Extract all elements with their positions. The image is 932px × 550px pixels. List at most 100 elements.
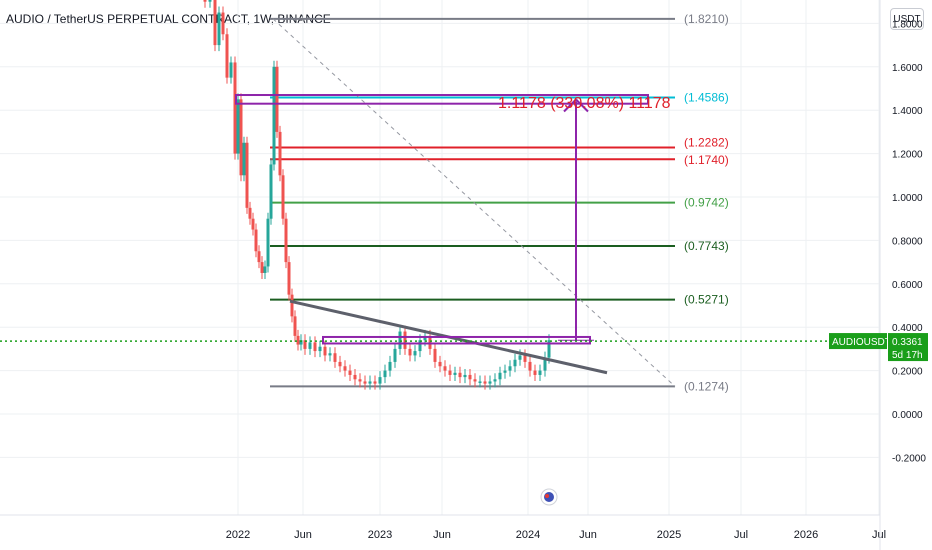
candle-body bbox=[493, 379, 497, 382]
y-tick-label: -0.2000 bbox=[892, 453, 926, 464]
candle-body bbox=[443, 366, 447, 371]
symbol-tag bbox=[829, 333, 887, 350]
candle-body bbox=[245, 142, 249, 208]
measure-arrow-head-right bbox=[575, 98, 589, 113]
candle-body bbox=[428, 335, 432, 349]
y-tick-label: 0.2000 bbox=[892, 367, 923, 378]
x-tick-label: 2025 bbox=[657, 529, 681, 541]
candle-body bbox=[203, 0, 207, 2]
candle-body bbox=[353, 374, 357, 380]
drawings: 1.1178 (330.08%) 11178 bbox=[235, 18, 676, 387]
candle-body bbox=[463, 374, 467, 378]
y-tick-label: 1.4000 bbox=[892, 106, 923, 117]
diagonal-dashed-line bbox=[272, 18, 676, 387]
candle-body bbox=[281, 175, 285, 219]
candle-body bbox=[343, 366, 347, 371]
candle-body bbox=[254, 229, 258, 252]
fib-level-label: (1.1740) bbox=[684, 153, 729, 167]
price-ticker: AUDIOUSDT.P0.3361 5d 17h bbox=[0, 333, 928, 362]
candle-body bbox=[373, 381, 377, 384]
candle-body bbox=[239, 99, 243, 176]
candle-body bbox=[473, 379, 477, 382]
candle-body bbox=[257, 251, 261, 263]
fib-levels: (1.8210) (1.4586) (1.2282) (1.1740) (0.9742)… bbox=[270, 12, 729, 393]
candle-body bbox=[221, 12, 225, 35]
candle-body bbox=[251, 218, 255, 230]
candle-body bbox=[358, 379, 362, 382]
candle-body bbox=[348, 370, 352, 375]
candle-body bbox=[284, 218, 288, 263]
candle-body bbox=[323, 346, 327, 356]
candle-body bbox=[248, 207, 252, 219]
price-tag-value: 0.3361 bbox=[892, 337, 923, 348]
candle-body bbox=[363, 381, 367, 384]
candle-body bbox=[433, 348, 437, 362]
candle-body bbox=[383, 370, 387, 378]
candle-body bbox=[403, 331, 407, 349]
fib-level-label: (1.8210) bbox=[684, 12, 729, 26]
candle-body bbox=[543, 357, 547, 371]
candle-body bbox=[458, 372, 462, 378]
currency-unit-button[interactable]: USDT bbox=[890, 8, 924, 30]
candle-body bbox=[508, 366, 512, 371]
candle-body bbox=[393, 348, 397, 362]
candle-body bbox=[313, 342, 317, 352]
candle-body bbox=[233, 62, 237, 154]
candle-body bbox=[266, 218, 270, 267]
measure-arrow-head-left bbox=[563, 98, 577, 113]
candle-body bbox=[483, 381, 487, 384]
candle-body bbox=[413, 351, 417, 356]
candle-body bbox=[438, 361, 442, 367]
candle-body bbox=[296, 335, 300, 345]
candle-body bbox=[293, 316, 297, 336]
candle-body bbox=[453, 372, 457, 375]
candle-body bbox=[272, 66, 276, 165]
price-tag bbox=[888, 333, 928, 362]
candle-body bbox=[278, 131, 282, 176]
candle-body bbox=[303, 340, 307, 349]
candles bbox=[203, 0, 551, 390]
chart-title: AUDIO / TetherUS PERPETUAL CONTRACT, 1W,… bbox=[6, 12, 331, 26]
candle-body bbox=[498, 372, 502, 380]
candle-body bbox=[448, 370, 452, 375]
y-tick-label: 0.8000 bbox=[892, 236, 923, 247]
candle-body bbox=[229, 62, 233, 78]
candle-body bbox=[287, 262, 291, 295]
y-tick-label: 0.0000 bbox=[892, 410, 923, 421]
candle-body bbox=[528, 361, 532, 371]
fib-level-label: (1.4586) bbox=[684, 90, 729, 104]
candle-body bbox=[263, 266, 267, 273]
candle-body bbox=[290, 294, 294, 317]
y-tick-label: 0.6000 bbox=[892, 280, 923, 291]
fib-level-label: (0.1274) bbox=[684, 379, 729, 393]
candle-body bbox=[318, 346, 322, 352]
candle-body bbox=[398, 331, 402, 349]
candle-body bbox=[213, 0, 217, 46]
candle-body bbox=[468, 374, 472, 380]
y-tick-label: 0.4000 bbox=[892, 323, 923, 334]
x-tick-label: Jul bbox=[872, 529, 886, 541]
x-tick-label: Jul bbox=[734, 529, 748, 541]
candle-body bbox=[217, 12, 221, 46]
candle-body bbox=[423, 335, 427, 341]
candle-body bbox=[242, 142, 246, 176]
fib-level-label: (0.9742) bbox=[684, 196, 729, 210]
fib-level-label: (1.2282) bbox=[684, 135, 729, 149]
candle-body bbox=[275, 66, 279, 132]
event-marker-accent-icon bbox=[545, 494, 549, 498]
candle-body bbox=[236, 99, 240, 154]
y-tick-label: 1.0000 bbox=[892, 193, 923, 204]
candle-body bbox=[408, 348, 412, 356]
candle-body bbox=[328, 353, 332, 356]
y-tick-label: 1.2000 bbox=[892, 150, 923, 161]
candle-body bbox=[269, 164, 273, 219]
candle-body bbox=[513, 359, 517, 367]
x-tick-label: Jun bbox=[579, 529, 597, 541]
candle-body bbox=[478, 381, 482, 383]
candle-body bbox=[225, 34, 229, 78]
measure-label: 1.1178 (330.08%) 11178 bbox=[498, 95, 671, 112]
x-tick-label: Jun bbox=[433, 529, 451, 541]
candle-body bbox=[378, 377, 382, 384]
